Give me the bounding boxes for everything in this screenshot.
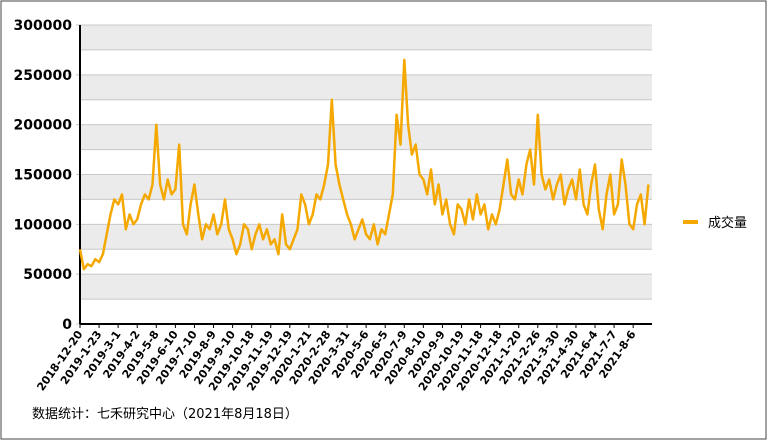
- y-tick-label: 300000: [14, 18, 73, 34]
- series-line: [78, 58, 650, 271]
- grid-band: [80, 25, 652, 50]
- grid-band: [80, 224, 652, 250]
- grid-band: [80, 274, 652, 300]
- y-tick-label: 150000: [14, 168, 73, 184]
- y-tick-label: 50000: [23, 267, 72, 283]
- grid-band: [80, 249, 652, 275]
- grid-band: [80, 124, 652, 150]
- grid-band: [80, 49, 652, 75]
- grid-band: [80, 99, 652, 125]
- grid-band: [80, 74, 652, 100]
- footer: 数据统计：七禾研究中心（2021年8月18日）: [32, 407, 298, 422]
- y-tick-label: 0: [62, 317, 72, 333]
- y-tick-label: 250000: [14, 68, 73, 84]
- legend-label: 成交量: [708, 215, 747, 231]
- y-tick-label: 200000: [14, 118, 73, 134]
- grid-band: [80, 149, 652, 175]
- grid-band: [80, 199, 652, 225]
- y-tick-label: 100000: [14, 217, 73, 233]
- grid-band: [80, 299, 652, 324]
